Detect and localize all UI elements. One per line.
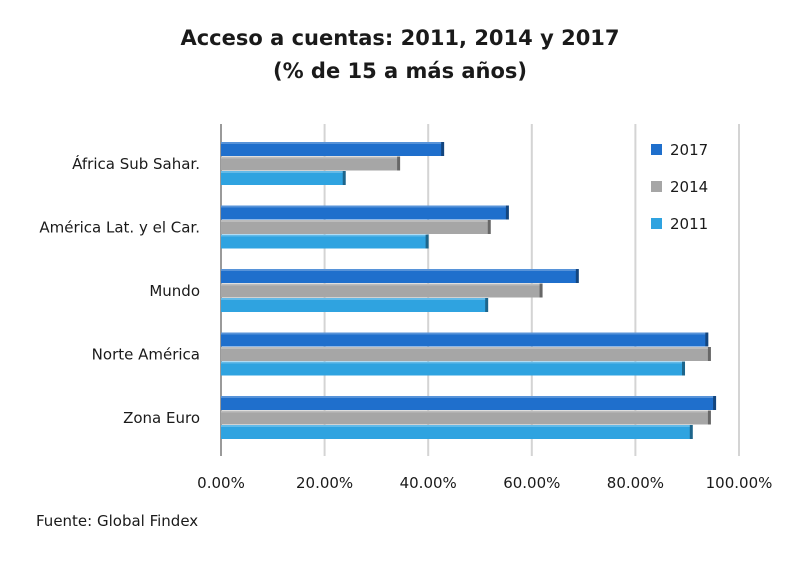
- bar-edge: [440, 142, 445, 156]
- x-tick-label: 100.00%: [706, 474, 773, 492]
- x-tick-label: 60.00%: [503, 474, 560, 492]
- bar-highlight: [221, 332, 706, 335]
- bar-edge: [486, 220, 491, 234]
- bar: [221, 220, 488, 234]
- bar-edge: [704, 332, 709, 347]
- bar: [221, 332, 706, 347]
- x-tick-label: 80.00%: [607, 474, 664, 492]
- bar-highlight: [221, 283, 540, 286]
- legend-label: 2011: [670, 215, 708, 233]
- category-label: América Lat. y el Car.: [39, 218, 200, 236]
- legend-swatch: [651, 144, 662, 155]
- bar-highlight: [221, 410, 708, 413]
- bar: [221, 298, 486, 312]
- chart-title-block: Acceso a cuentas: 2011, 2014 y 2017 (% d…: [0, 22, 800, 88]
- legend-label: 2014: [670, 178, 708, 196]
- bar: [221, 205, 506, 220]
- bar-highlight: [221, 347, 708, 349]
- bar-highlight: [221, 220, 488, 222]
- bar-highlight: [221, 171, 343, 173]
- bar: [221, 156, 398, 171]
- bar-highlight: [221, 142, 442, 144]
- bar-edge: [484, 298, 489, 312]
- chart-title: Acceso a cuentas: 2011, 2014 y 2017: [180, 26, 620, 50]
- legend-swatch: [651, 181, 662, 192]
- bar-edge: [574, 269, 579, 283]
- bar-highlight: [221, 234, 426, 237]
- bar-edge: [424, 234, 429, 249]
- bar: [221, 361, 683, 376]
- bar-edge: [706, 410, 711, 425]
- legend-swatch: [651, 218, 662, 229]
- bar-edge: [538, 283, 543, 298]
- bar-edge: [712, 396, 717, 410]
- bar-edge: [341, 171, 346, 185]
- legend-label: 2017: [670, 141, 708, 159]
- category-label: Norte América: [92, 345, 200, 363]
- bar: [221, 283, 540, 298]
- source-note: Fuente: Global Findex: [36, 512, 199, 530]
- chart-subtitle: (% de 15 a más años): [272, 59, 528, 83]
- category-label: Mundo: [149, 282, 200, 300]
- x-tick-label: 20.00%: [296, 474, 353, 492]
- bar: [221, 425, 690, 439]
- bar-edge: [396, 156, 401, 171]
- bar-highlight: [221, 269, 576, 271]
- bar: [221, 347, 708, 361]
- category-label: África Sub Sahar.: [72, 154, 200, 173]
- bar-edge: [504, 205, 509, 220]
- bar-edge: [681, 361, 686, 376]
- bar: [221, 410, 708, 425]
- bar-highlight: [221, 298, 486, 300]
- bar: [221, 171, 343, 185]
- bar-highlight: [221, 156, 398, 159]
- bar-highlight: [221, 396, 714, 398]
- bar-edge: [688, 425, 693, 439]
- bar: [221, 234, 426, 249]
- bar: [221, 396, 714, 410]
- category-label: Zona Euro: [123, 409, 200, 427]
- bar: [221, 269, 576, 283]
- bar-edge: [706, 347, 711, 361]
- x-tick-label: 40.00%: [400, 474, 457, 492]
- bar: [221, 142, 442, 156]
- x-tick-label: 0.00%: [197, 474, 245, 492]
- bar-highlight: [221, 205, 506, 208]
- bar-highlight: [221, 361, 683, 364]
- bar-highlight: [221, 425, 690, 427]
